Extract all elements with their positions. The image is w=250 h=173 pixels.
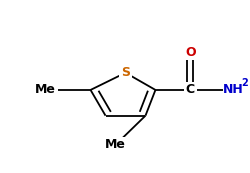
Text: C: C [185,83,194,96]
Text: S: S [120,66,130,79]
Text: O: O [184,46,195,59]
Text: NH: NH [222,83,243,96]
Text: Me: Me [35,83,56,96]
Text: Me: Me [105,138,126,151]
Text: 2: 2 [240,78,247,88]
